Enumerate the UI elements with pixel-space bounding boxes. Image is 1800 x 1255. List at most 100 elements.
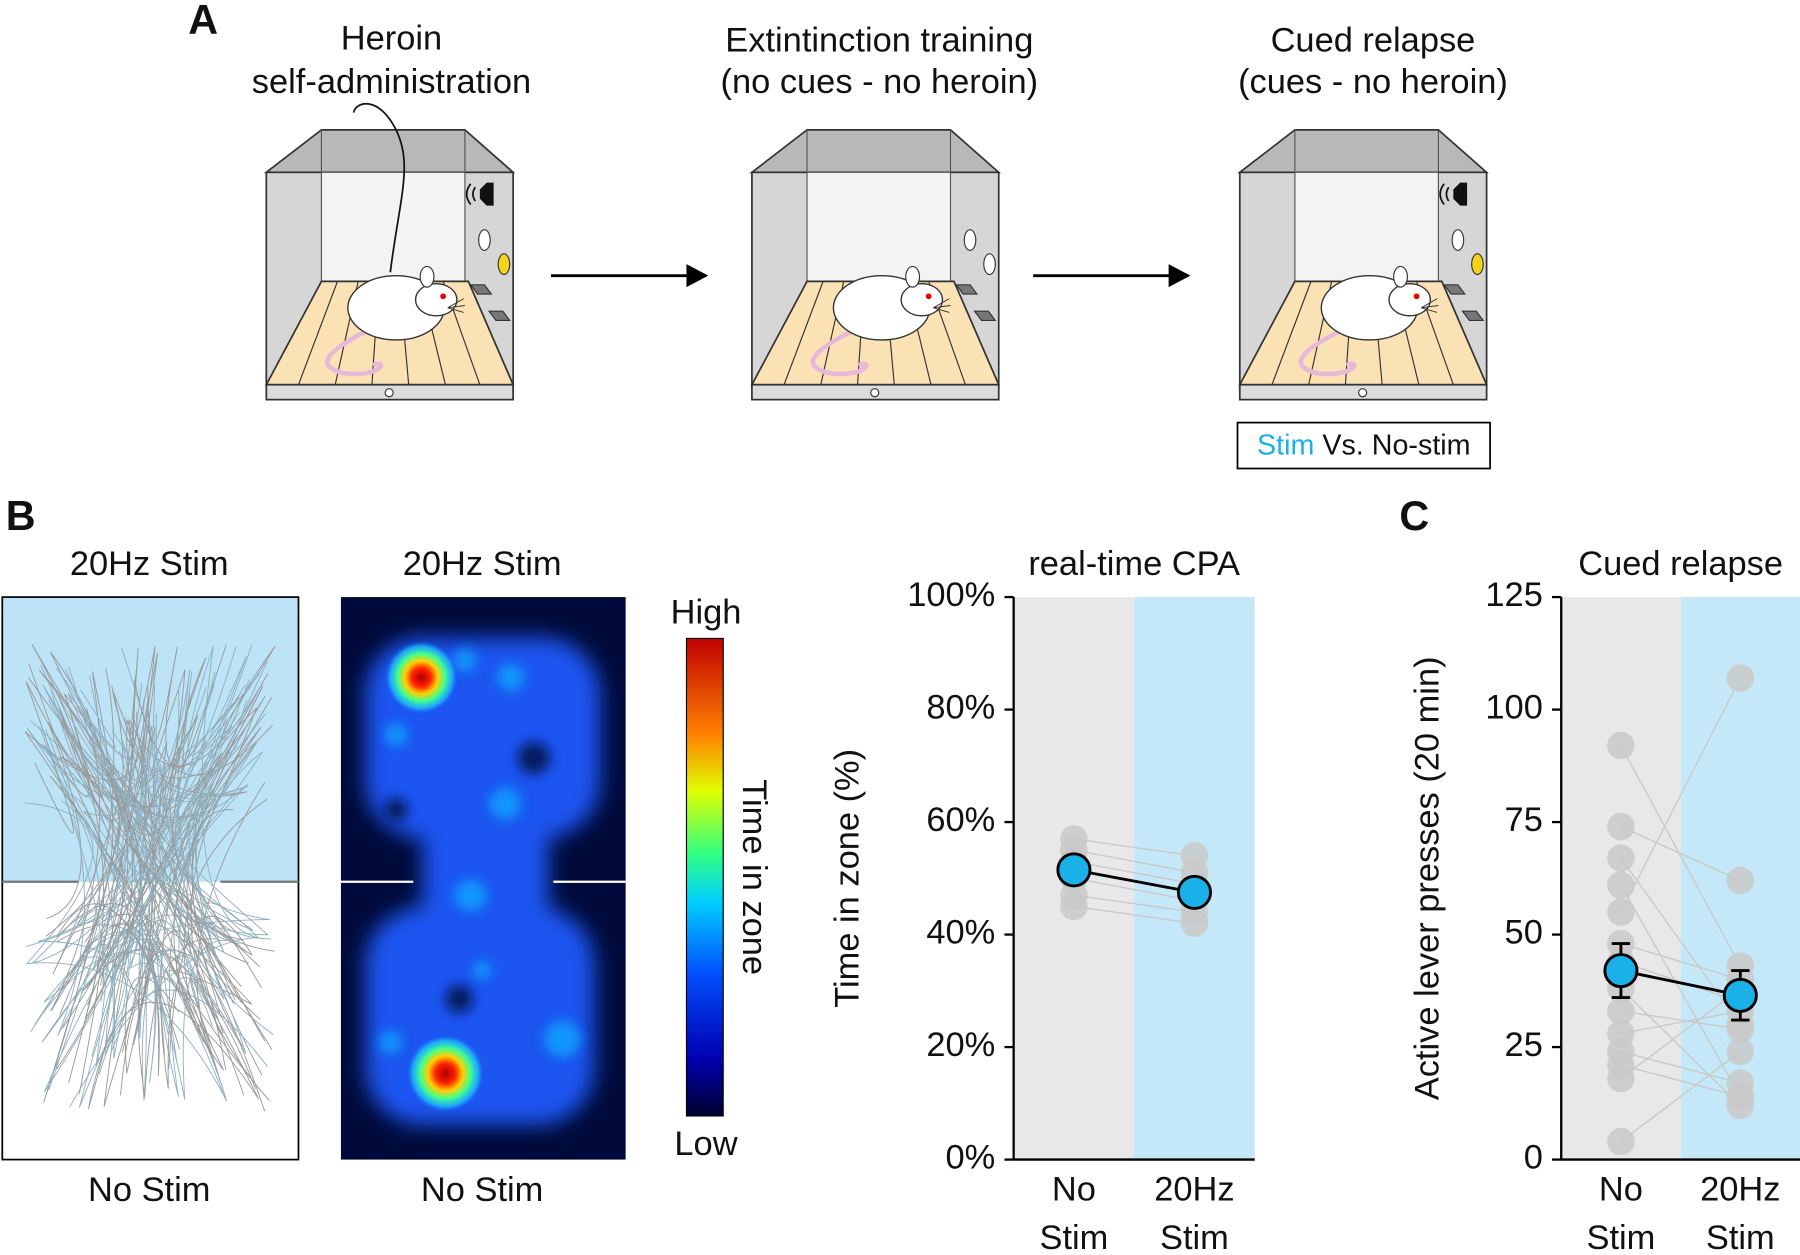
individual-line <box>1620 745 1741 967</box>
zone-label: 20Hz Stim <box>403 545 562 583</box>
step-title: (cues - no heroin) <box>1238 63 1508 101</box>
individual-line <box>1073 849 1195 874</box>
y-axis-label: Active lever presses (20 min) <box>1408 656 1446 1100</box>
track <box>91 716 249 1057</box>
panel-label: C <box>1399 493 1429 539</box>
individual-line <box>1620 884 1741 1097</box>
individual-point <box>1726 1082 1755 1111</box>
individual-line <box>1620 677 1741 913</box>
individual-line <box>1620 825 1741 882</box>
individual-line <box>1620 988 1741 1107</box>
y-axis-label: Time in zone (%) <box>829 749 867 1008</box>
y-tick-label: 100% <box>907 576 995 614</box>
tracks <box>24 644 276 1112</box>
y-tick-label: 80% <box>926 689 995 727</box>
mean-point <box>1056 852 1092 888</box>
individual-point <box>1607 1127 1635 1156</box>
track <box>31 644 242 1020</box>
individual-line <box>1620 1010 1741 1035</box>
chamber <box>266 102 513 400</box>
individual-point <box>1060 892 1088 921</box>
mean-point <box>1722 977 1758 1013</box>
condition-box <box>1236 421 1491 470</box>
track <box>92 723 178 1064</box>
individual-line <box>1073 905 1195 925</box>
condition-rest: Vs. No-stim <box>1322 429 1470 461</box>
track <box>39 726 169 1035</box>
track <box>45 729 148 1091</box>
stim-label: Stim <box>1257 429 1314 461</box>
y-tick-label: 75 <box>1505 801 1543 839</box>
y-tick-label: 0% <box>946 1139 996 1177</box>
individual-line <box>1073 877 1195 902</box>
y-tick-label: 25 <box>1505 1026 1543 1064</box>
individual-line <box>1620 942 1741 981</box>
individual-point <box>1607 997 1635 1025</box>
colorbar-low: Low <box>674 1125 737 1163</box>
chart-title: Cued relapse <box>1578 545 1783 583</box>
panel-label: B <box>6 493 36 539</box>
individual-line <box>1620 1010 1741 1030</box>
individual-line <box>1620 1051 1741 1143</box>
step-title: Extintinction training <box>725 22 1033 60</box>
individual-point <box>1726 664 1755 692</box>
track <box>92 739 270 1099</box>
zone-label: 20Hz Stim <box>70 545 229 583</box>
track <box>68 666 254 931</box>
panel-label: A <box>188 0 218 43</box>
track <box>187 646 271 940</box>
individual-point <box>1607 844 1635 872</box>
heatmap <box>340 597 626 1160</box>
step-title: Cued relapse <box>1271 22 1476 60</box>
mean-point <box>1176 874 1212 910</box>
zone-label: No Stim <box>421 1171 543 1209</box>
individual-line <box>1620 1050 1741 1084</box>
individual-point <box>1180 909 1209 938</box>
step-title: Heroin <box>341 19 442 57</box>
x-tick-label: No Stim <box>1586 1171 1655 1255</box>
track <box>30 671 193 1033</box>
zone-label: No Stim <box>88 1171 210 1209</box>
chamber <box>1240 130 1487 400</box>
colorbar <box>685 637 724 1117</box>
individual-line <box>1073 894 1195 913</box>
chamber <box>752 130 999 400</box>
individual-point <box>1726 1037 1755 1066</box>
arena <box>1 596 300 1161</box>
track <box>52 685 217 824</box>
x-tick-label: 20Hz Stim <box>1700 1171 1780 1255</box>
track <box>100 726 266 1042</box>
track <box>87 762 260 1110</box>
track <box>78 713 202 1108</box>
x-tick-label: No Stim <box>1039 1171 1108 1255</box>
individual-point <box>1607 871 1635 899</box>
individual-line <box>1073 860 1195 885</box>
mean-point <box>1603 953 1639 989</box>
individual-point <box>1607 731 1635 760</box>
step-title: self-administration <box>252 63 531 101</box>
y-tick-label: 125 <box>1485 576 1542 614</box>
individual-line <box>1620 1064 1741 1098</box>
x-tick-label: 20Hz Stim <box>1154 1171 1234 1255</box>
y-tick-label: 40% <box>926 914 995 952</box>
track <box>50 651 165 1056</box>
track <box>113 903 224 1053</box>
individual-point <box>1607 812 1635 841</box>
y-tick-label: 20% <box>926 1026 995 1064</box>
track <box>52 646 240 1084</box>
y-tick-label: 0 <box>1524 1139 1543 1177</box>
mean-line <box>1073 868 1195 894</box>
individual-line <box>1073 838 1195 857</box>
track <box>24 755 228 1102</box>
step-title: (no cues - no heroin) <box>721 63 1039 101</box>
track <box>64 668 259 1108</box>
chart-title: real-time CPA <box>1028 545 1240 583</box>
colorbar-high: High <box>671 593 742 631</box>
individual-point <box>1607 898 1635 926</box>
y-tick-label: 100 <box>1485 689 1542 727</box>
condition-text: Stim Vs. No-stim <box>1257 429 1471 461</box>
individual-point <box>1607 1064 1635 1093</box>
individual-line <box>1620 988 1741 1080</box>
